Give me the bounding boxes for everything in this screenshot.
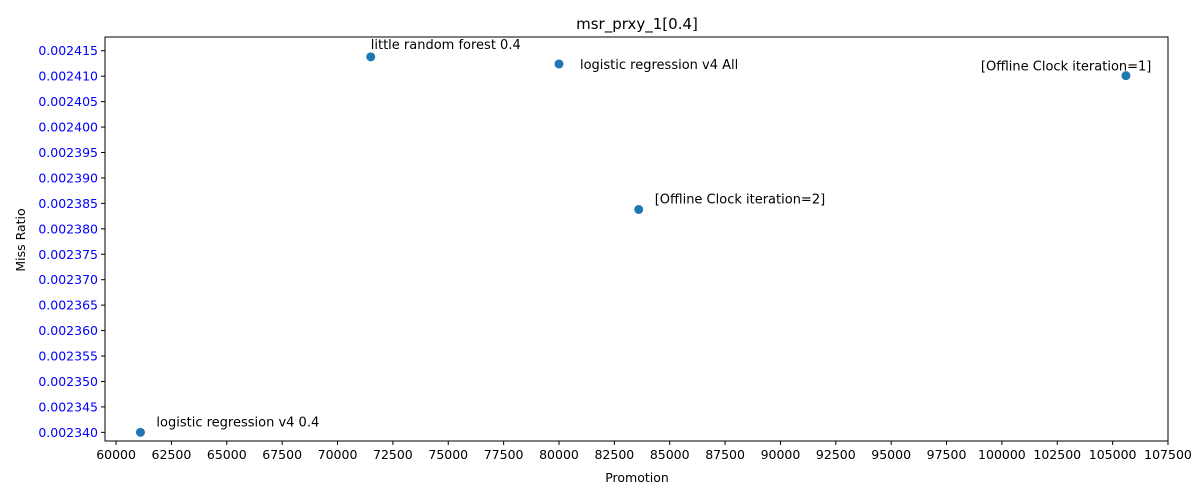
x-tick-label: 102500 (1033, 447, 1081, 462)
y-tick-label: 0.002405 (38, 94, 98, 109)
data-point-label: logistic regression v4 All (580, 58, 738, 73)
y-axis-title: Miss Ratio (13, 208, 28, 271)
y-tick-label: 0.002345 (38, 399, 98, 414)
data-point (554, 59, 564, 69)
x-tick-label: 80000 (539, 447, 579, 462)
y-tick-label: 0.002360 (38, 323, 98, 338)
y-tick-label: 0.002370 (38, 272, 98, 287)
data-points (135, 52, 1131, 437)
y-tick-label: 0.002415 (38, 43, 98, 58)
data-point-label: [Offline Clock iteration=2] (655, 192, 825, 207)
x-tick-label: 72500 (373, 447, 413, 462)
data-point (634, 204, 644, 214)
y-tick-label: 0.002390 (38, 170, 98, 185)
x-tick-label: 107500 (1144, 447, 1192, 462)
data-point-label: [Offline Clock iteration=1] (981, 60, 1151, 75)
y-tick-label: 0.002395 (38, 145, 98, 160)
y-tick-label: 0.002355 (38, 349, 98, 364)
x-tick-label: 95000 (871, 447, 911, 462)
y-tick-label: 0.002375 (38, 247, 98, 262)
x-tick-label: 75000 (428, 447, 468, 462)
x-tick-label: 100000 (978, 447, 1026, 462)
x-tick-label: 65000 (207, 447, 247, 462)
y-tick-label: 0.002365 (38, 298, 98, 313)
axis-ticks: 60000 62500 65000 67500 70000 72500 75000 77500… (38, 43, 1192, 462)
data-point (366, 52, 376, 62)
x-tick-label: 77500 (484, 447, 524, 462)
x-tick-label: 105000 (1089, 447, 1137, 462)
y-tick-label: 0.002340 (38, 425, 98, 440)
x-tick-label: 87500 (705, 447, 745, 462)
x-axis-title: Promotion (605, 470, 669, 485)
x-tick-label: 62500 (152, 447, 192, 462)
point-labels: logistic regression v4 0.4 little random … (156, 38, 1151, 431)
y-tick-label: 0.002380 (38, 221, 98, 236)
chart-title: msr_prxy_1[0.4] (576, 15, 698, 34)
x-tick-label: 70000 (318, 447, 358, 462)
x-tick-label: 85000 (650, 447, 690, 462)
x-tick-label: 90000 (761, 447, 801, 462)
data-point-label: little random forest 0.4 (371, 38, 521, 53)
y-tick-label: 0.002400 (38, 120, 98, 135)
data-point (1121, 71, 1131, 81)
data-point (135, 427, 145, 437)
y-tick-label: 0.002410 (38, 69, 98, 84)
plot-frame (104, 36, 1169, 442)
x-tick-label: 67500 (262, 447, 302, 462)
y-tick-label: 0.002350 (38, 374, 98, 389)
x-tick-label: 92500 (816, 447, 856, 462)
x-tick-label: 97500 (927, 447, 967, 462)
data-point-label: logistic regression v4 0.4 (156, 415, 319, 430)
x-tick-label: 60000 (96, 447, 136, 462)
x-tick-label: 82500 (594, 447, 634, 462)
y-tick-label: 0.002385 (38, 196, 98, 211)
